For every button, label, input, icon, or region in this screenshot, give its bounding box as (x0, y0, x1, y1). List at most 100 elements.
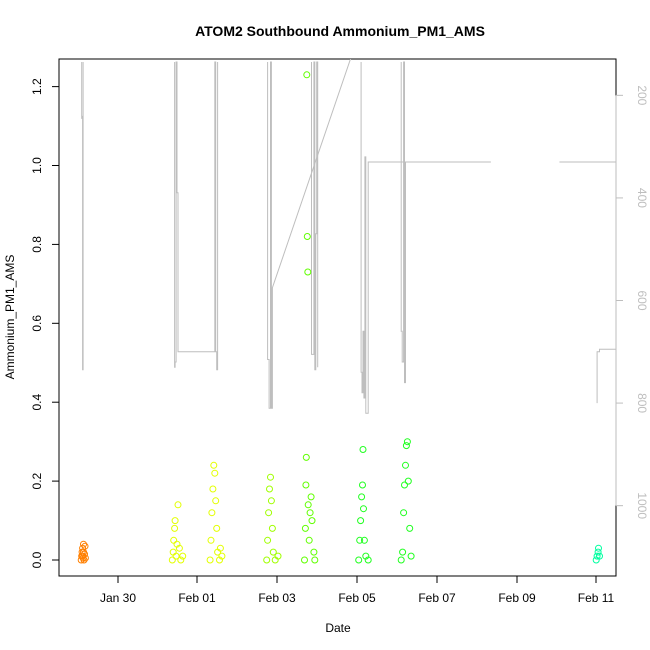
y-tick-label: 0.0 (30, 551, 44, 568)
data-point (311, 556, 319, 564)
data-point (634, 529, 640, 535)
x-tick-label: Feb 11 (578, 591, 615, 605)
data-point (635, 474, 641, 480)
data-point (168, 556, 176, 564)
data-point (355, 556, 363, 564)
data-point (264, 536, 272, 544)
altitude-line (267, 59, 352, 409)
data-point (636, 537, 642, 543)
plot-frame (58, 58, 617, 577)
data-point (406, 524, 414, 532)
data-point (268, 524, 276, 532)
data-point (399, 548, 407, 556)
data-point (596, 552, 603, 560)
y-right-tick-label: 400 (635, 188, 649, 208)
altitude-line (636, 62, 640, 383)
x-tick-label: Feb 05 (338, 591, 376, 605)
y-tick-label: 1.2 (30, 78, 44, 95)
data-point (77, 556, 85, 564)
altitude-line (81, 62, 84, 371)
y-right-tick-label: 800 (635, 393, 649, 413)
data-point (212, 497, 220, 505)
data-point (266, 485, 273, 493)
altitude-line (559, 161, 616, 163)
x-tick-label: Jan 30 (100, 591, 136, 605)
data-point (595, 544, 602, 552)
x-axis-label: Date (325, 621, 351, 635)
data-point (360, 536, 368, 544)
data-point (308, 517, 316, 525)
data-point (267, 497, 275, 505)
data-point (216, 544, 224, 552)
data-point (304, 501, 312, 509)
altitude-line (360, 62, 491, 414)
data-point (267, 473, 274, 481)
data-point (213, 524, 221, 532)
data-point (177, 556, 185, 564)
data-point (170, 536, 178, 544)
altitude-line (174, 61, 219, 371)
data-point (359, 481, 366, 489)
data-point (402, 442, 410, 450)
data-point (400, 509, 408, 517)
data-point (305, 536, 313, 544)
y-tick-label: 0.4 (30, 394, 44, 411)
y-right-tick-label: 600 (635, 290, 649, 310)
data-point (302, 481, 310, 489)
data-point (301, 556, 308, 564)
data-point (638, 541, 644, 547)
data-point (640, 557, 646, 563)
data-point (269, 548, 277, 556)
altitude-line (311, 61, 319, 371)
data-point (303, 71, 311, 79)
y-right-tick-label: 1000 (635, 492, 649, 519)
data-point (402, 461, 409, 469)
y-tick-label: 0.6 (30, 315, 44, 332)
data-point (306, 509, 314, 517)
data-point (210, 461, 218, 469)
data-point (397, 556, 405, 564)
altitude-line (596, 348, 616, 404)
data-point (637, 549, 643, 555)
data-point (356, 536, 364, 544)
data-point (594, 548, 602, 556)
y-right-axis: 200 400 600 800 1000 (615, 85, 649, 519)
altitude-line (400, 61, 406, 384)
data-point (265, 509, 273, 517)
data-point (310, 548, 318, 556)
data-point (303, 233, 311, 240)
data-point (632, 557, 638, 563)
data-point (304, 268, 312, 276)
data-point (307, 493, 315, 501)
x-tick-label: Feb 01 (178, 591, 216, 605)
y-axis-label: Ammonium_PM1_AMS (3, 255, 17, 380)
data-point (364, 556, 372, 564)
chart-title: ATOM2 Southbound Ammonium_PM1_AMS (195, 23, 485, 39)
data-point (593, 552, 601, 560)
data-point (81, 542, 89, 550)
data-point (172, 552, 180, 560)
data-point (171, 524, 179, 532)
data-point (81, 554, 89, 562)
y-tick-label: 0.8 (30, 236, 44, 253)
data-point (641, 551, 647, 557)
data-point (359, 446, 367, 453)
data-point (358, 493, 366, 501)
data-point (639, 553, 645, 559)
y-tick-label: 1.0 (30, 157, 44, 174)
data-point (179, 552, 187, 560)
data-point (263, 556, 271, 564)
data-point (403, 438, 411, 446)
data-point (360, 505, 367, 513)
x-tick-label: Feb 07 (418, 591, 456, 605)
data-point (171, 517, 179, 525)
data-point (401, 481, 408, 489)
x-tick-label: Feb 09 (498, 591, 536, 605)
data-point (302, 453, 310, 461)
y-tick-label: 0.2 (30, 472, 44, 489)
altitude-lines (81, 59, 640, 414)
data-point (175, 544, 183, 552)
data-point (206, 556, 214, 564)
data-point (404, 477, 412, 485)
